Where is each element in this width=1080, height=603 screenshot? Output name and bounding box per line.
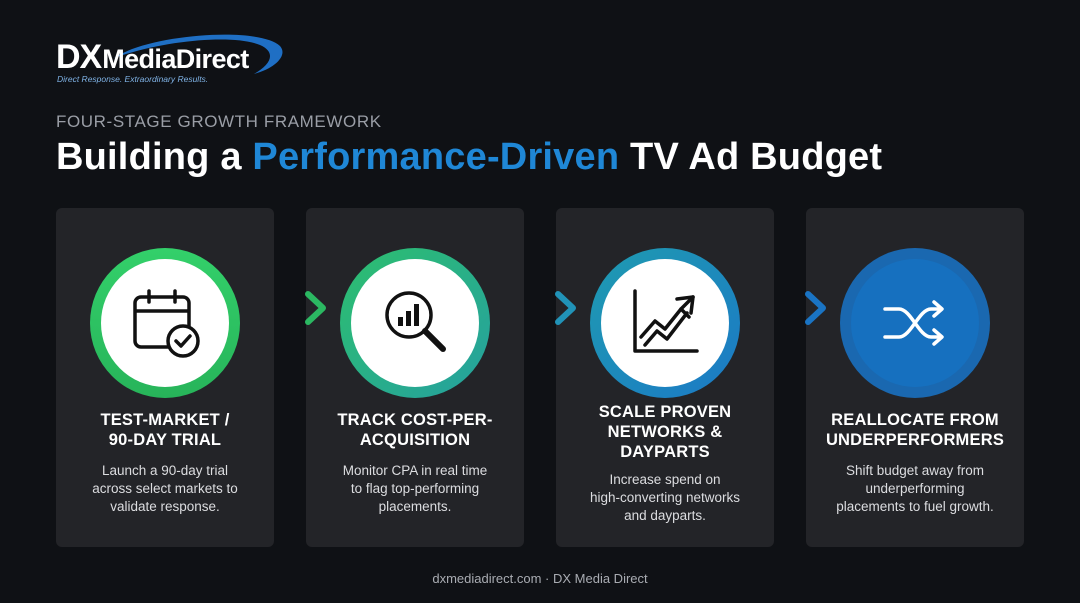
step-1-title: TEST-MARKET / 90-DAY TRIAL <box>56 410 274 450</box>
step-1-desc-line-2: across select markets to <box>92 481 238 496</box>
calendar-check-icon <box>133 289 200 358</box>
brand-logo: DX MediaDirect Direct Response. Extraord… <box>54 28 286 86</box>
step-1-title-line-2: 90-DAY TRIAL <box>108 431 222 449</box>
connector-arrow-2 <box>476 291 576 325</box>
step-2-desc-line-2: to flag top-performing <box>350 481 480 496</box>
step-3-desc-line-1: Increase spend on <box>609 472 721 487</box>
step-3-title-line-3: DAYPARTS <box>620 443 710 461</box>
step-2-ring <box>340 248 490 398</box>
title-part-after: TV Ad Budget <box>619 136 883 178</box>
step-3-ring <box>590 248 740 398</box>
trend-chart-icon <box>633 289 699 353</box>
logo-swoosh-icon <box>114 34 283 74</box>
step-4-title-line-1: REALLOCATE FROM <box>831 411 999 429</box>
logo-name: MediaDirect <box>102 44 249 74</box>
step-2-description: Monitor CPA in real time to flag top-per… <box>306 462 524 516</box>
step-2-desc-line-1: Monitor CPA in real time <box>342 463 488 478</box>
step-3-title-line-2: NETWORKS & <box>607 423 723 441</box>
step-4-title-line-2: UNDERPERFORMERS <box>825 431 1005 449</box>
step-3-title-line-1: SCALE PROVEN <box>598 403 732 421</box>
step-2-title: TRACK COST-PER- ACQUISITION <box>306 410 524 450</box>
step-4-desc-line-3: placements to fuel growth. <box>836 499 994 514</box>
step-2-title-line-2: ACQUISITION <box>359 431 471 449</box>
step-3-desc-line-3: and dayparts. <box>624 508 706 523</box>
page-title: Building a Performance-Driven TV Ad Budg… <box>56 136 882 179</box>
step-1-description: Launch a 90-day trial across select mark… <box>56 462 274 516</box>
step-4-title: REALLOCATE FROM UNDERPERFORMERS <box>806 410 1024 450</box>
step-4-desc-line-2: underperforming <box>865 481 965 496</box>
step-2-desc-line-3: placements. <box>378 499 452 514</box>
step-4-ring <box>840 248 990 398</box>
step-3-desc-line-2: high-converting networks <box>589 490 741 505</box>
step-1-ring <box>90 248 240 398</box>
logo-tagline: Direct Response. Extraordinary Results. <box>57 74 209 84</box>
step-1-desc-line-1: Launch a 90-day trial <box>101 463 229 478</box>
footer-text: dxmediadirect.com · DX Media Direct <box>432 571 648 586</box>
step-1-desc-line-3: validate response. <box>110 499 220 514</box>
step-2-title-line-1: TRACK COST-PER- <box>337 411 493 429</box>
shuffle-icon <box>883 300 944 346</box>
step-1-title-line-1: TEST-MARKET / <box>100 411 230 429</box>
title-accent: Performance-Driven <box>252 136 620 178</box>
title-part-before: Building a <box>56 136 253 178</box>
step-3-description: Increase spend on high-converting networ… <box>556 471 774 525</box>
eyebrow: FOUR-STAGE GROWTH FRAMEWORK <box>56 112 382 131</box>
magnifier-chart-icon <box>385 291 446 352</box>
step-4-desc-line-1: Shift budget away from <box>845 463 985 478</box>
step-3-title: SCALE PROVEN NETWORKS & DAYPARTS <box>556 402 774 462</box>
logo-dx: DX <box>56 38 102 76</box>
connector-arrow-3 <box>726 291 826 325</box>
connector-arrow-1 <box>226 291 326 325</box>
step-4-description: Shift budget away from underperforming p… <box>806 462 1024 516</box>
